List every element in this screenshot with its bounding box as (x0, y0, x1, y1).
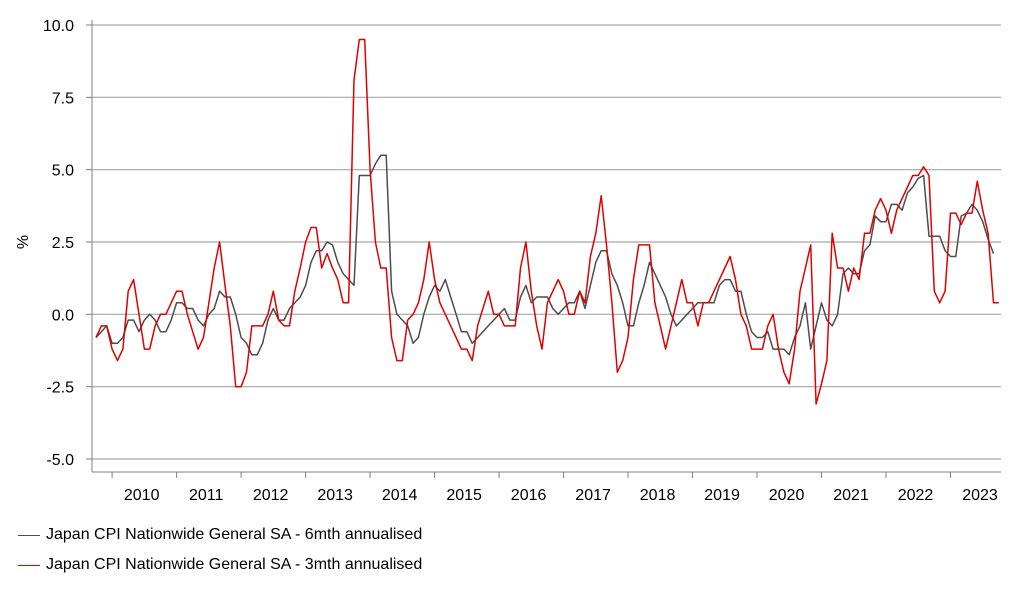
x-tick-label: 2015 (446, 487, 482, 504)
x-tick-label: 2017 (575, 487, 611, 504)
y-tick-label: -5.0 (46, 452, 74, 469)
y-tick-label: 5.0 (52, 163, 74, 180)
legend-swatch-6mth (18, 534, 40, 536)
y-tick-label: 0.0 (52, 307, 74, 324)
x-tick-label: 2012 (253, 487, 289, 504)
x-axis: 2010 2011 2012 2013 2014 2015 2016 2017 2018 2019… (92, 471, 1001, 504)
x-tick-label: 2018 (640, 487, 676, 504)
legend-label-6mth: Japan CPI Nationwide General SA - 6mth a… (46, 526, 423, 543)
x-tick-label: 2019 (704, 487, 740, 504)
x-tick-label: 2023 (962, 487, 998, 504)
y-axis-title: % (15, 235, 32, 249)
y-tick-label: 7.5 (52, 90, 74, 107)
x-tick-label: 2014 (382, 487, 418, 504)
x-tick-label: 2013 (317, 487, 353, 504)
x-tick-label: 2020 (769, 487, 805, 504)
x-tick-label: 2021 (833, 487, 869, 504)
x-tick-label: 2011 (189, 487, 224, 504)
y-tick-label: -2.5 (46, 380, 74, 397)
y-axis-ticks: -5.0 -2.5 0.0 2.5 5.0 7.5 10.0 (43, 18, 92, 469)
series-lines (95, 38, 999, 405)
legend-item-6mth: Japan CPI Nationwide General SA - 6mth a… (18, 520, 422, 550)
y-tick-label: 10.0 (43, 18, 74, 35)
legend-item-3mth: Japan CPI Nationwide General SA - 3mth a… (18, 550, 422, 580)
legend-swatch-3mth (18, 564, 40, 566)
x-tick-label: 2022 (898, 487, 934, 504)
gridlines (91, 20, 1001, 472)
x-tick-label: 2010 (124, 487, 160, 504)
y-tick-label: 2.5 (52, 235, 74, 252)
series-line-3mth (95, 38, 999, 405)
x-tick-label: 2016 (511, 487, 547, 504)
legend: Japan CPI Nationwide General SA - 6mth a… (18, 520, 422, 580)
legend-label-3mth: Japan CPI Nationwide General SA - 3mth a… (46, 556, 423, 573)
